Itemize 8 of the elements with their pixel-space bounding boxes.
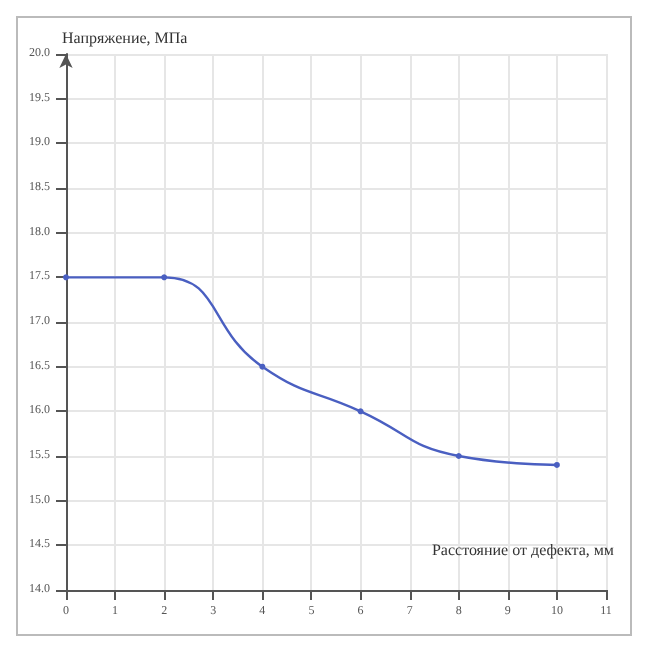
point xyxy=(161,274,168,281)
point xyxy=(553,461,560,468)
y-axis-title: Напряжение, МПа xyxy=(62,29,189,47)
line-series xyxy=(63,274,560,468)
x-axis-title: Расстояние от дефекта, мм xyxy=(431,541,614,559)
point xyxy=(259,363,266,370)
point xyxy=(455,453,462,459)
point xyxy=(63,274,69,281)
